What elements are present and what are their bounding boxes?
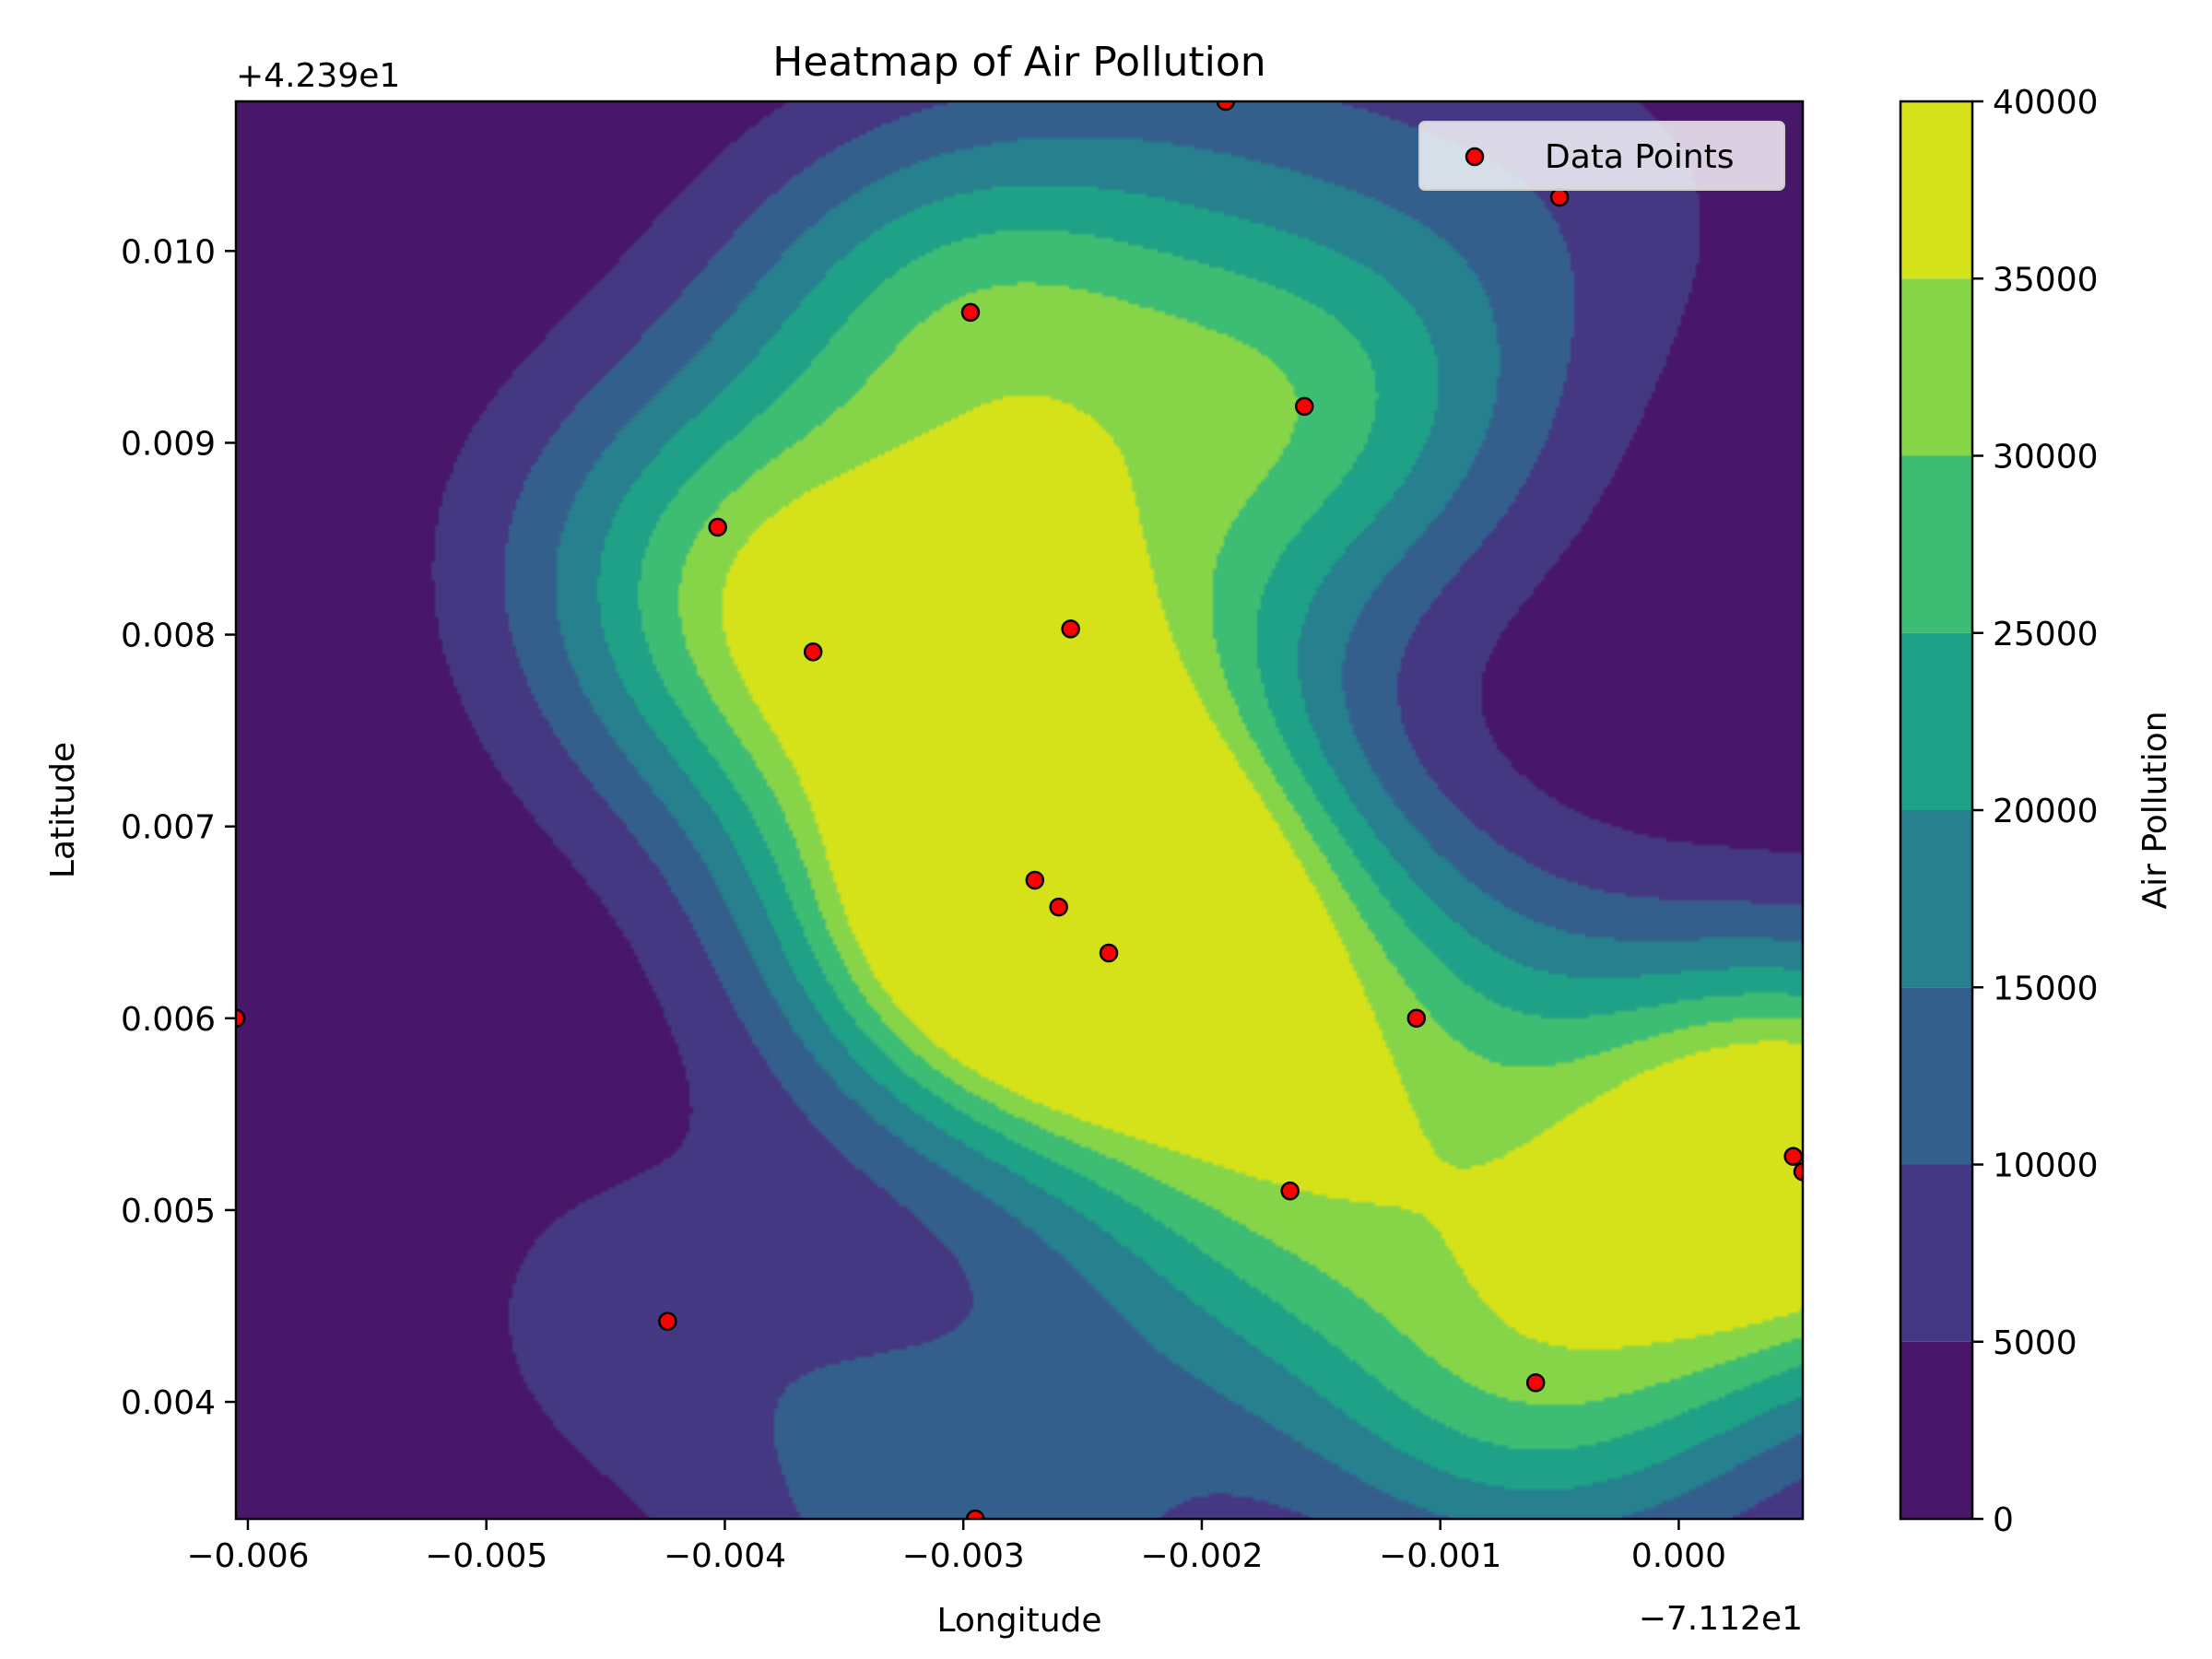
colorbar-band (1900, 632, 1972, 810)
y-offset-label: +4.239e1 (236, 57, 400, 95)
data-point (708, 517, 727, 537)
colorbar-tick-label: 15000 (1993, 970, 2099, 1007)
colorbar-tick-label: 20000 (1993, 793, 2099, 830)
x-tick-label: −0.005 (425, 1537, 547, 1575)
x-offset-label: −7.112e1 (1639, 1600, 1803, 1638)
colorbar-band (1900, 278, 1972, 456)
data-point (1280, 1181, 1300, 1201)
data-point (1294, 396, 1314, 417)
colorbar-tick-label: 0 (1993, 1501, 2014, 1539)
data-point (1216, 101, 1236, 112)
data-point (803, 642, 823, 662)
data-point (1793, 1162, 1803, 1182)
colorbar-band (1900, 987, 1972, 1165)
colorbar-ticks: 0 5000 10000 15000 20000 25000 30000 35000 40000 (1972, 84, 2099, 1539)
pollution-contour-field (236, 101, 1803, 1519)
y-tick-label: 0.007 (121, 809, 216, 847)
colorbar-tick-label: 5000 (1993, 1324, 2077, 1362)
legend-label-data-points: Data Points (1545, 138, 1735, 176)
data-point (1099, 943, 1119, 963)
colorbar-band (1900, 1164, 1972, 1342)
colorbar-tick-label: 10000 (1993, 1147, 2099, 1185)
y-axis: 0.004 0.005 0.006 0.007 0.008 0.009 0.010 (121, 233, 236, 1422)
y-tick-label: 0.004 (121, 1384, 216, 1422)
colorbar-band (1900, 810, 1972, 988)
x-tick-label: −0.004 (664, 1537, 786, 1575)
colorbar-label: Air Pollution (2136, 711, 2174, 909)
legend-box (1418, 121, 1785, 191)
x-tick-label: −0.003 (902, 1537, 1025, 1575)
colorbar-band (1900, 455, 1972, 633)
colorbar-tick-label: 35000 (1993, 261, 2099, 299)
y-tick-label: 0.005 (121, 1193, 216, 1230)
plot-area (234, 100, 1805, 1521)
plot-frame (234, 100, 1805, 1521)
y-tick-label: 0.010 (121, 233, 216, 271)
y-tick-label: 0.006 (121, 1001, 216, 1039)
data-point (1549, 187, 1570, 207)
x-axis: −0.006 −0.005 −0.004 −0.003 −0.002 −0.001 0.00… (186, 1519, 1726, 1575)
colorbar-tick-label: 25000 (1993, 616, 2099, 653)
legend: Data Points (1418, 121, 1785, 191)
data-point (658, 1312, 677, 1331)
data-point (236, 1008, 246, 1029)
x-tick-label: −0.006 (186, 1537, 309, 1575)
colorbar-bands (1900, 101, 1972, 1519)
data-point (1406, 1008, 1427, 1029)
legend-marker (1465, 147, 1485, 167)
colorbar-tick-label: 40000 (1993, 84, 2099, 122)
data-point (965, 1509, 985, 1519)
y-tick-label: 0.009 (121, 425, 216, 463)
x-tick-label: −0.002 (1140, 1537, 1263, 1575)
data-point (1783, 1147, 1803, 1166)
data-point (1061, 619, 1080, 639)
colorbar: 0 5000 10000 15000 20000 25000 30000 35000 40000… (1899, 84, 2174, 1539)
data-point (960, 302, 981, 323)
x-axis-label: Longitude (936, 1602, 1101, 1640)
colorbar-band (1900, 101, 1972, 279)
colorbar-band (1900, 1341, 1972, 1519)
y-axis-label: Latitude (44, 742, 82, 878)
x-tick-label: 0.000 (1631, 1537, 1726, 1575)
data-points-layer (236, 101, 1803, 1519)
data-point (1025, 870, 1045, 890)
chart-title: Heatmap of Air Pollution (772, 39, 1265, 86)
data-point (1525, 1372, 1546, 1393)
x-tick-label: −0.001 (1379, 1537, 1501, 1575)
data-point (1049, 897, 1068, 917)
colorbar-tick-label: 30000 (1993, 439, 2099, 477)
y-tick-label: 0.008 (121, 618, 216, 655)
